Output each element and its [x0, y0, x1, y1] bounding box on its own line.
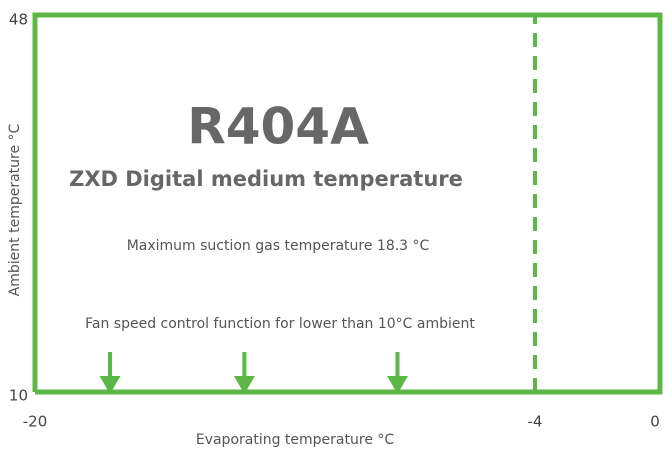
chart-subtitle: ZXD Digital medium temperature — [69, 167, 463, 191]
y-tick-label: 10 — [9, 387, 28, 405]
x-tick-label: -4 — [528, 413, 543, 431]
arrow — [387, 352, 408, 394]
arrow — [233, 352, 255, 394]
x-tick-label: 0 — [650, 413, 660, 431]
x-tick-label: -20 — [23, 413, 48, 431]
arrow — [99, 352, 121, 394]
y-axis-label: Ambient temperature °C — [7, 123, 23, 296]
annotation: Fan speed control function for lower tha… — [85, 316, 475, 332]
envelope-line — [32, 12, 663, 395]
y-tick-label: 48 — [9, 11, 28, 29]
x-axis-label: Evaporating temperature °C — [196, 432, 395, 448]
chart-title: R404A — [187, 98, 369, 156]
annotation: Maximum suction gas temperature 18.3 °C — [127, 238, 430, 254]
